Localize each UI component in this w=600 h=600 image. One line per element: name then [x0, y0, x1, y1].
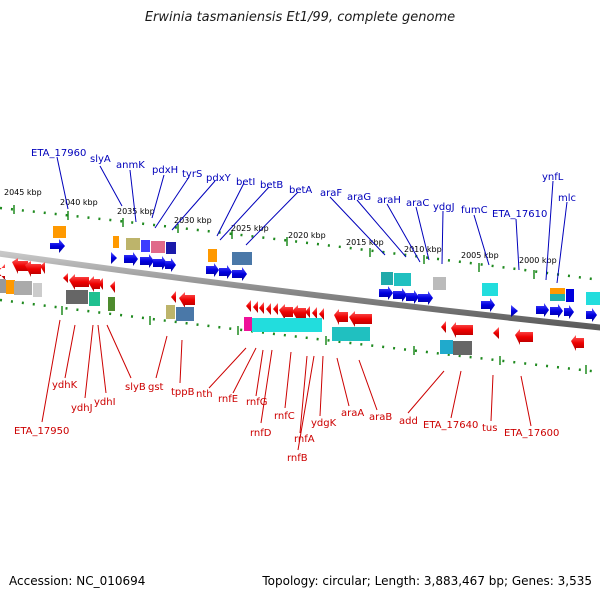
gene-label: tus	[482, 423, 497, 434]
gene-label: rnfG	[246, 397, 268, 408]
reverse-gene-leader-lines	[41, 319, 532, 451]
gene-label: mlc	[558, 193, 576, 204]
gene-label: ydgK	[311, 418, 337, 429]
gene-label: pdxY	[206, 173, 232, 184]
gene-label: ydhJ	[71, 403, 93, 414]
gene-label: fumC	[461, 205, 488, 216]
tick-marks-forward	[13, 205, 535, 279]
forward-feature-boxes	[53, 226, 600, 305]
reverse-gene-arrows	[0, 258, 584, 351]
gene-label: betI	[236, 177, 255, 188]
gene-label: pdxH	[152, 165, 178, 176]
scale-label: 2045 kbp	[4, 188, 42, 197]
scale-label: 2010 kbp	[404, 245, 442, 254]
gene-label: rnfC	[274, 411, 295, 422]
gene-label: araF	[320, 188, 342, 199]
gene-label: add	[399, 416, 418, 427]
gene-label: gst	[148, 382, 164, 393]
page-title: Erwinia tasmaniensis Et1/99, complete ge…	[144, 10, 456, 25]
gene-label: ETA_17610	[492, 209, 547, 220]
gene-label: betB	[260, 180, 283, 191]
gene-label: tppB	[171, 387, 195, 398]
topology-text: Topology: circular; Length: 3,883,467 bp…	[262, 574, 592, 588]
gene-label: ydgJ	[433, 202, 455, 213]
scale-label: 2040 kbp	[60, 198, 98, 207]
tick-marks-reverse	[61, 306, 587, 374]
gene-label: ETA_17950	[14, 426, 69, 437]
genome-backbone	[0, 250, 600, 331]
scale-label: 2025 kbp	[231, 224, 269, 233]
scale-label: 2035 kbp	[117, 207, 155, 216]
scale-label: 2015 kbp	[346, 238, 384, 247]
forward-gene-arrows	[50, 239, 597, 322]
gene-label: ETA_17600	[504, 428, 559, 439]
gene-label: araA	[341, 408, 364, 419]
scale-label: 2020 kbp	[288, 231, 326, 240]
gene-label: slyB	[125, 382, 146, 393]
gene-label: ETA_17960	[31, 148, 86, 159]
gene-label: slyA	[90, 154, 111, 165]
gene-label: araH	[377, 195, 401, 206]
reverse-feature-boxes	[0, 279, 472, 355]
gene-label: ydhK	[52, 380, 78, 391]
accession-text: Accession: NC_010694	[9, 574, 146, 588]
scale-label: 2000 kbp	[519, 256, 557, 265]
gene-label: ETA_17640	[423, 420, 478, 431]
forward-gene-leader-lines	[56, 156, 568, 284]
gene-label: betA	[289, 185, 312, 196]
gene-label: rnfB	[287, 453, 308, 464]
gene-label: nth	[196, 389, 213, 400]
gene-label: tyrS	[182, 169, 202, 180]
scale-label: 2030 kbp	[174, 216, 212, 225]
gene-label: ydhI	[94, 397, 116, 408]
gene-label: rnfA	[294, 434, 315, 445]
gene-label: ynfL	[542, 172, 564, 183]
gene-label: araB	[369, 412, 392, 423]
gene-label: rnfE	[218, 394, 238, 405]
scale-label: 2005 kbp	[461, 251, 499, 260]
gene-label: araG	[347, 192, 371, 203]
gene-label: anmK	[116, 160, 145, 171]
gene-label: rnfD	[250, 428, 272, 439]
gene-label: araC	[406, 198, 429, 209]
